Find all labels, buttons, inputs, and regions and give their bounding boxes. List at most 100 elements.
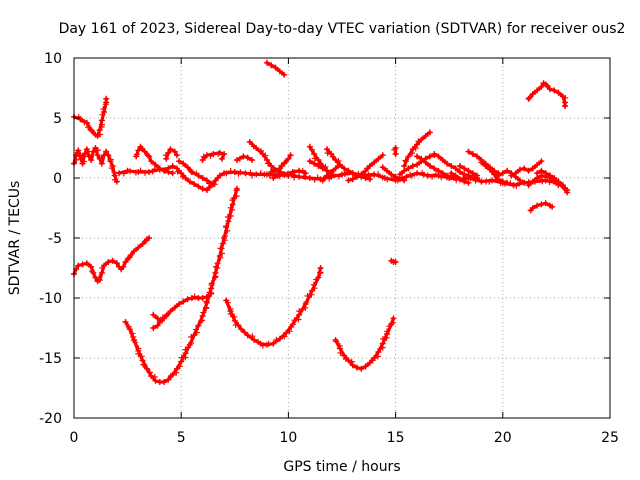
series-arc-18 [401, 129, 433, 169]
data-point [264, 160, 271, 167]
data-point [354, 173, 361, 180]
data-point [176, 363, 183, 370]
data-point [169, 371, 176, 378]
data-point [456, 169, 463, 175]
data-point [191, 293, 198, 300]
data-point [529, 165, 536, 172]
data-point [349, 170, 356, 177]
data-point [268, 163, 275, 169]
data-point [392, 151, 399, 157]
data-point [516, 177, 523, 184]
data-point [538, 158, 545, 165]
data-point [241, 329, 248, 336]
data-point [538, 201, 545, 208]
data-point [285, 155, 292, 162]
data-point [152, 161, 159, 168]
series-arc-23 [456, 163, 481, 179]
data-point [384, 167, 391, 174]
x-tick-label: 25 [601, 430, 619, 446]
data-point [171, 304, 178, 311]
data-point [90, 148, 97, 155]
data-point [281, 160, 288, 167]
data-point [414, 170, 421, 177]
data-point [77, 155, 84, 162]
data-point [263, 157, 270, 163]
data-point [559, 183, 566, 190]
data-point [217, 245, 224, 252]
y-tick-label: -15 [39, 351, 62, 367]
data-point [332, 165, 339, 172]
data-point [199, 157, 206, 163]
data-point [371, 355, 378, 361]
data-point [274, 172, 281, 179]
data-point [316, 160, 323, 167]
data-point [150, 311, 157, 318]
data-point [199, 313, 206, 319]
data-point [131, 248, 138, 255]
data-point [199, 295, 206, 301]
data-point [235, 322, 242, 329]
data-point [311, 160, 318, 167]
data-point [510, 182, 517, 189]
data-point [426, 163, 433, 169]
y-tick-label: -20 [39, 411, 62, 427]
x-tick-label: 20 [494, 430, 512, 446]
data-point [284, 171, 291, 178]
series-arc-6 [176, 158, 217, 187]
data-point [146, 235, 153, 241]
data-point [422, 159, 429, 166]
data-point [323, 172, 330, 179]
data-point [163, 311, 170, 318]
data-point [534, 161, 541, 168]
series-arc-16 [345, 152, 386, 184]
data-point [319, 163, 326, 169]
data-point [336, 161, 343, 168]
data-point [283, 329, 290, 336]
data-point [184, 296, 191, 303]
x-tick-label: 10 [279, 430, 297, 446]
data-point [424, 172, 431, 179]
series-arc-13 [306, 143, 335, 178]
data-point [154, 322, 161, 329]
data-point [199, 175, 206, 181]
data-point [94, 152, 101, 159]
data-point [474, 153, 481, 160]
data-point [96, 274, 103, 281]
data-point [141, 148, 148, 155]
data-point [311, 285, 318, 292]
data-point [465, 167, 472, 174]
data-point [138, 353, 145, 360]
data-point [311, 151, 318, 157]
data-points [71, 59, 571, 385]
data-point [456, 176, 463, 183]
data-point [176, 158, 183, 165]
data-point [98, 156, 105, 163]
data-point [431, 151, 438, 157]
data-point [203, 187, 210, 193]
data-point [310, 281, 317, 288]
data-point [113, 260, 120, 267]
data-point [173, 165, 180, 172]
data-point [499, 170, 506, 177]
data-point [210, 181, 217, 187]
data-point [345, 167, 352, 174]
data-point [341, 352, 348, 359]
series-arc-4 [133, 143, 176, 177]
data-point [286, 328, 293, 335]
x-axis-label: GPS time / hours [283, 459, 400, 475]
data-point [273, 336, 280, 343]
data-point [561, 103, 568, 109]
data-point [414, 153, 421, 160]
data-point [148, 158, 155, 165]
series-arc-20 [414, 153, 455, 180]
data-point [257, 147, 264, 154]
data-point [549, 203, 556, 210]
data-point [173, 152, 180, 159]
data-point [281, 333, 288, 340]
data-point [182, 175, 189, 181]
data-point [529, 91, 536, 97]
data-point [396, 171, 403, 178]
data-point [281, 71, 288, 78]
data-point [555, 181, 562, 187]
series-arc-7 [199, 149, 228, 163]
